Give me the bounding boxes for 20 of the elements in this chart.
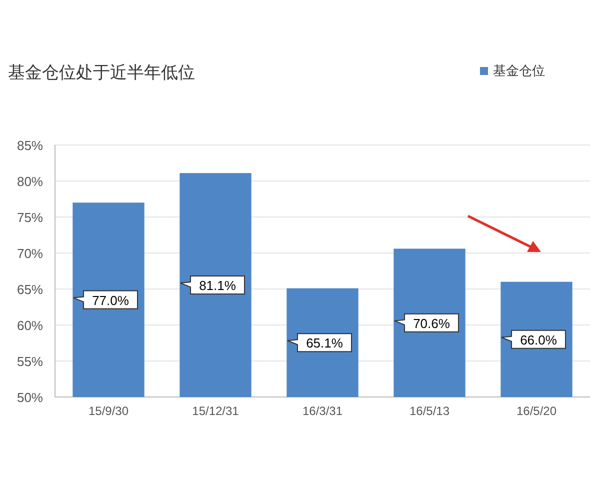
y-tick-label: 85% [16,138,44,153]
data-label: 66.0% [520,332,558,348]
x-tick-label: 16/5/20 [516,404,557,418]
y-tick-label: 65% [16,282,44,297]
x-tick-label: 15/9/30 [88,404,129,418]
y-tick-label: 80% [16,174,44,189]
chart-title: 基金仓位处于近半年低位 [8,63,195,82]
y-tick-label: 75% [16,210,44,225]
x-tick-label: 15/12/31 [192,404,240,418]
y-tick-label: 50% [16,390,44,405]
y-tick-label: 55% [16,354,44,369]
x-tick-label: 16/3/31 [302,404,343,418]
legend-label: 基金仓位 [493,63,545,78]
y-tick-label: 60% [16,318,44,333]
y-tick-label: 70% [16,246,44,261]
data-label: 77.0% [92,292,130,308]
data-label: 70.6% [413,316,450,331]
x-tick-label: 16/5/13 [409,404,450,418]
data-label: 65.1% [306,336,344,351]
data-label: 81.1% [199,278,236,294]
